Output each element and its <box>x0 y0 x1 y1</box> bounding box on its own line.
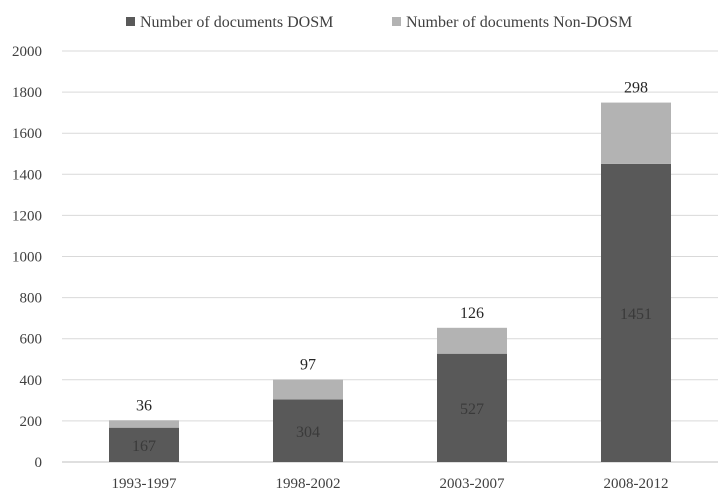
legend-label: Number of documents Non-DOSM <box>406 14 632 31</box>
bar-non-dosm <box>273 379 343 400</box>
bar-dosm <box>601 163 671 462</box>
data-label-non-dosm: 126 <box>460 305 484 322</box>
y-tick-label: 1400 <box>12 167 42 183</box>
y-tick-label: 200 <box>20 414 43 430</box>
data-label-non-dosm: 97 <box>300 357 316 374</box>
data-label-non-dosm: 298 <box>624 80 648 97</box>
x-tick-label: 2003-2007 <box>440 476 505 492</box>
y-tick-label: 1800 <box>12 85 42 101</box>
y-tick-label: 1200 <box>12 208 42 224</box>
bar-dosm <box>437 353 507 462</box>
data-label-non-dosm: 36 <box>136 397 152 414</box>
data-label-dosm: 1451 <box>620 306 652 323</box>
x-tick-label: 1993-1997 <box>112 476 177 492</box>
legend-label: Number of documents DOSM <box>140 14 333 31</box>
y-tick-label: 600 <box>20 332 43 348</box>
y-tick-label: 800 <box>20 291 43 307</box>
bar-non-dosm <box>109 420 179 428</box>
y-tick-label: 0 <box>35 455 43 471</box>
bar-non-dosm <box>601 102 671 164</box>
bars <box>109 102 671 462</box>
x-tick-label: 2008-2012 <box>604 476 669 492</box>
y-tick-label: 400 <box>20 373 43 389</box>
legend: Number of documents DOSM Number of docume… <box>126 14 632 31</box>
data-labels: 167 36 304 97 527 126 1451 298 <box>132 80 652 455</box>
axes: 0 200 400 600 800 1000 1200 1400 1600 1800 2000 199… <box>12 44 718 492</box>
legend-swatch <box>392 17 401 26</box>
y-tick-label: 1600 <box>12 126 42 142</box>
y-tick-label: 2000 <box>12 44 42 60</box>
bar-dosm <box>273 399 343 462</box>
x-tick-label: 1998-2002 <box>276 476 341 492</box>
gridlines <box>62 50 718 422</box>
bar-non-dosm <box>437 327 507 354</box>
y-tick-label: 1000 <box>12 250 42 266</box>
data-label-dosm: 304 <box>296 424 320 441</box>
data-label-dosm: 527 <box>460 401 484 418</box>
data-label-dosm: 167 <box>132 438 156 455</box>
bar-dosm <box>109 427 179 462</box>
legend-swatch <box>126 17 135 26</box>
